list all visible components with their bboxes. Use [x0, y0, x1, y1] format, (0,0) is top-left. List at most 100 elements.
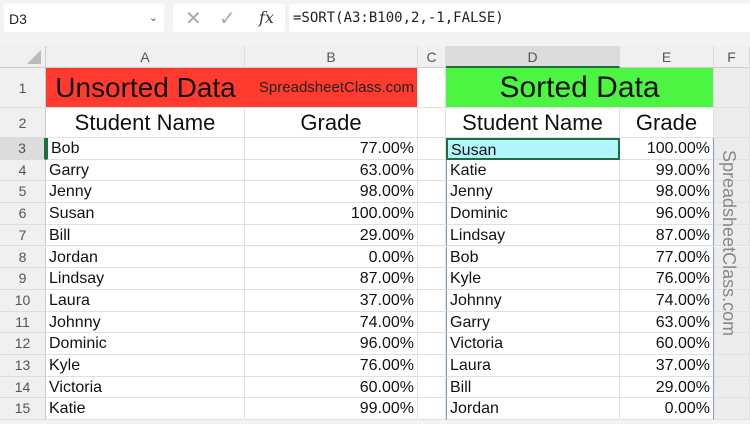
cell-E15[interactable]: 0.00%	[620, 398, 714, 421]
cell-C10[interactable]	[418, 289, 446, 312]
cell-A14[interactable]: Victoria	[46, 376, 245, 399]
cell-B6[interactable]: 100.00%	[245, 203, 418, 225]
cell-C1[interactable]	[418, 68, 446, 108]
column-header-A[interactable]: A	[46, 46, 245, 68]
cell-B2[interactable]: Grade	[245, 108, 418, 138]
row-header-8[interactable]: 8	[0, 246, 46, 269]
cell-D1[interactable]: Sorted Data	[446, 68, 714, 108]
cancel-icon[interactable]: ✕	[185, 8, 202, 30]
row-header-7[interactable]: 7	[0, 224, 46, 247]
cell-F12[interactable]	[714, 333, 750, 355]
cell-C14[interactable]	[418, 376, 446, 399]
row-header-14[interactable]: 14	[0, 376, 46, 399]
cell-A12[interactable]: Dominic	[46, 333, 245, 355]
cell-A15[interactable]: Katie	[46, 398, 245, 421]
cell-A13[interactable]: Kyle	[46, 355, 245, 377]
cell-B10[interactable]: 37.00%	[245, 289, 418, 312]
cell-F1[interactable]	[714, 68, 750, 108]
cell-E12[interactable]: 60.00%	[620, 333, 714, 355]
cell-E2[interactable]: Grade	[620, 108, 714, 138]
cell-D7[interactable]: Lindsay	[446, 224, 620, 247]
row-header-3[interactable]: 3	[0, 138, 46, 160]
cell-D4[interactable]: Katie	[446, 159, 620, 182]
cell-A1[interactable]: Unsorted Data	[46, 68, 245, 108]
cell-A10[interactable]: Laura	[46, 289, 245, 312]
cell-E5[interactable]: 98.00%	[620, 181, 714, 204]
cell-B15[interactable]: 99.00%	[245, 398, 418, 421]
cell-D8[interactable]: Bob	[446, 246, 620, 269]
cell-C6[interactable]	[418, 203, 446, 225]
cell-B14[interactable]: 60.00%	[245, 376, 418, 399]
row-header-5[interactable]: 5	[0, 181, 46, 204]
cell-D13[interactable]: Laura	[446, 355, 620, 377]
cell-E3[interactable]: 100.00%	[620, 138, 714, 160]
cell-D14[interactable]: Bill	[446, 376, 620, 399]
cell-B13[interactable]: 76.00%	[245, 355, 418, 377]
cell-F13[interactable]	[714, 355, 750, 377]
cell-E14[interactable]: 29.00%	[620, 376, 714, 399]
name-box[interactable]: D3 ⌄	[4, 4, 164, 32]
row-header-9[interactable]: 9	[0, 268, 46, 290]
row-header-4[interactable]: 4	[0, 159, 46, 182]
cell-B7[interactable]: 29.00%	[245, 224, 418, 247]
cell-D6[interactable]: Dominic	[446, 203, 620, 225]
cell-B11[interactable]: 74.00%	[245, 311, 418, 334]
cell-E13[interactable]: 37.00%	[620, 355, 714, 377]
cell-C3[interactable]	[418, 138, 446, 160]
cell-B8[interactable]: 0.00%	[245, 246, 418, 269]
column-header-F[interactable]: F	[714, 46, 750, 68]
cell-C11[interactable]	[418, 311, 446, 334]
cell-D11[interactable]: Garry	[446, 311, 620, 334]
cell-A7[interactable]: Bill	[46, 224, 245, 247]
chevron-down-icon[interactable]: ⌄	[148, 12, 158, 24]
fx-icon[interactable]: fx	[259, 8, 274, 27]
cell-C4[interactable]	[418, 159, 446, 182]
column-header-D[interactable]: D	[446, 46, 620, 68]
cell-E6[interactable]: 96.00%	[620, 203, 714, 225]
cell-D3[interactable]: Susan	[446, 138, 620, 160]
cell-B9[interactable]: 87.00%	[245, 268, 418, 290]
select-all-button[interactable]	[0, 46, 46, 68]
cell-C5[interactable]	[418, 181, 446, 204]
row-header-15[interactable]: 15	[0, 398, 46, 421]
cell-D9[interactable]: Kyle	[446, 268, 620, 290]
column-header-B[interactable]: B	[245, 46, 418, 68]
cell-B1[interactable]: SpreadsheetClass.com	[245, 68, 418, 108]
cell-A11[interactable]: Johnny	[46, 311, 245, 334]
column-header-E[interactable]: E	[620, 46, 714, 68]
cell-E11[interactable]: 63.00%	[620, 311, 714, 334]
cell-A3[interactable]: Bob	[46, 138, 245, 160]
cell-D5[interactable]: Jenny	[446, 181, 620, 204]
cell-A2[interactable]: Student Name	[46, 108, 245, 138]
cell-D15[interactable]: Jordan	[446, 398, 620, 421]
cell-C15[interactable]	[418, 398, 446, 421]
cell-B3[interactable]: 77.00%	[245, 138, 418, 160]
cell-A8[interactable]: Jordan	[46, 246, 245, 269]
cell-B5[interactable]: 98.00%	[245, 181, 418, 204]
cell-C8[interactable]	[418, 246, 446, 269]
cell-D10[interactable]: Johnny	[446, 289, 620, 312]
cell-B4[interactable]: 63.00%	[245, 159, 418, 182]
check-icon[interactable]: ✓	[219, 8, 236, 30]
row-header-12[interactable]: 12	[0, 333, 46, 355]
cell-C2[interactable]	[418, 108, 446, 138]
cell-E8[interactable]: 77.00%	[620, 246, 714, 269]
cell-E10[interactable]: 74.00%	[620, 289, 714, 312]
cell-E7[interactable]: 87.00%	[620, 224, 714, 247]
cell-A5[interactable]: Jenny	[46, 181, 245, 204]
cell-C7[interactable]	[418, 224, 446, 247]
row-header-13[interactable]: 13	[0, 355, 46, 377]
cell-B12[interactable]: 96.00%	[245, 333, 418, 355]
cell-C9[interactable]	[418, 268, 446, 290]
cell-F15[interactable]	[714, 398, 750, 421]
row-header-1[interactable]: 1	[0, 68, 46, 108]
cell-D2[interactable]: Student Name	[446, 108, 620, 138]
cell-F2[interactable]	[714, 108, 750, 138]
cell-A4[interactable]: Garry	[46, 159, 245, 182]
formula-input[interactable]: =SORT(A3:B100,2,-1,FALSE)	[289, 4, 750, 32]
row-header-11[interactable]: 11	[0, 311, 46, 334]
row-header-6[interactable]: 6	[0, 203, 46, 225]
cell-F14[interactable]	[714, 376, 750, 399]
row-header-10[interactable]: 10	[0, 289, 46, 312]
cell-E9[interactable]: 76.00%	[620, 268, 714, 290]
